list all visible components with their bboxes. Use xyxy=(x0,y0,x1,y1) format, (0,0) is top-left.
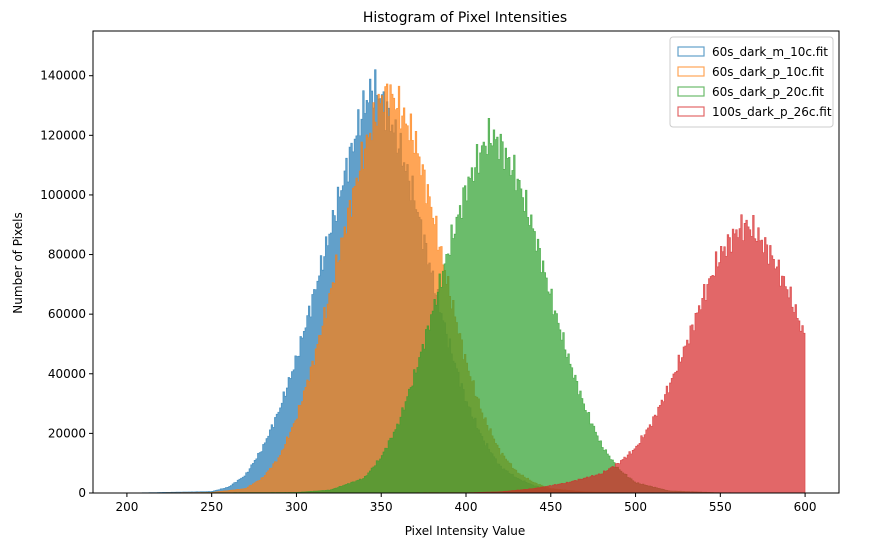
y-tick-label: 60000 xyxy=(48,307,86,321)
legend: 60s_dark_m_10c.fit 60s_dark_p_10c.fit 60s_… xyxy=(669,36,834,128)
legend-swatch xyxy=(677,86,705,97)
y-axis-label: Number of Pixels xyxy=(11,212,25,313)
legend-label: 100s_dark_p_26c.fit xyxy=(712,105,832,119)
y-tick-label: 140000 xyxy=(40,69,86,83)
x-tick-label: 500 xyxy=(624,500,647,514)
x-axis: 200 250 300 350 400 450 500 550 600 xyxy=(115,493,817,514)
x-tick-label: 200 xyxy=(115,500,138,514)
y-tick-label: 100000 xyxy=(40,188,86,202)
legend-swatch xyxy=(677,66,705,77)
legend-swatch xyxy=(677,106,705,117)
x-axis-label: Pixel Intensity Value xyxy=(405,524,526,538)
y-tick-label: 0 xyxy=(78,486,86,500)
x-tick-label: 400 xyxy=(455,500,478,514)
x-tick-label: 450 xyxy=(539,500,562,514)
legend-label: 60s_dark_m_10c.fit xyxy=(712,45,828,59)
x-tick-label: 300 xyxy=(285,500,308,514)
y-tick-label: 80000 xyxy=(48,248,86,262)
y-tick-label: 120000 xyxy=(40,128,86,142)
y-axis: 0 20000 40000 60000 80000 100000 120000 140000 xyxy=(40,69,93,500)
x-tick-label: 600 xyxy=(794,500,817,514)
y-tick-label: 20000 xyxy=(48,426,86,440)
legend-label: 60s_dark_p_10c.fit xyxy=(712,65,824,79)
legend-label: 60s_dark_p_20c.fit xyxy=(712,85,824,99)
x-tick-label: 250 xyxy=(200,500,223,514)
chart-title: Histogram of Pixel Intensities xyxy=(363,10,567,26)
y-tick-label: 40000 xyxy=(48,367,86,381)
legend-box xyxy=(669,36,834,128)
x-tick-label: 550 xyxy=(709,500,732,514)
legend-swatch xyxy=(677,46,705,57)
x-tick-label: 350 xyxy=(370,500,393,514)
